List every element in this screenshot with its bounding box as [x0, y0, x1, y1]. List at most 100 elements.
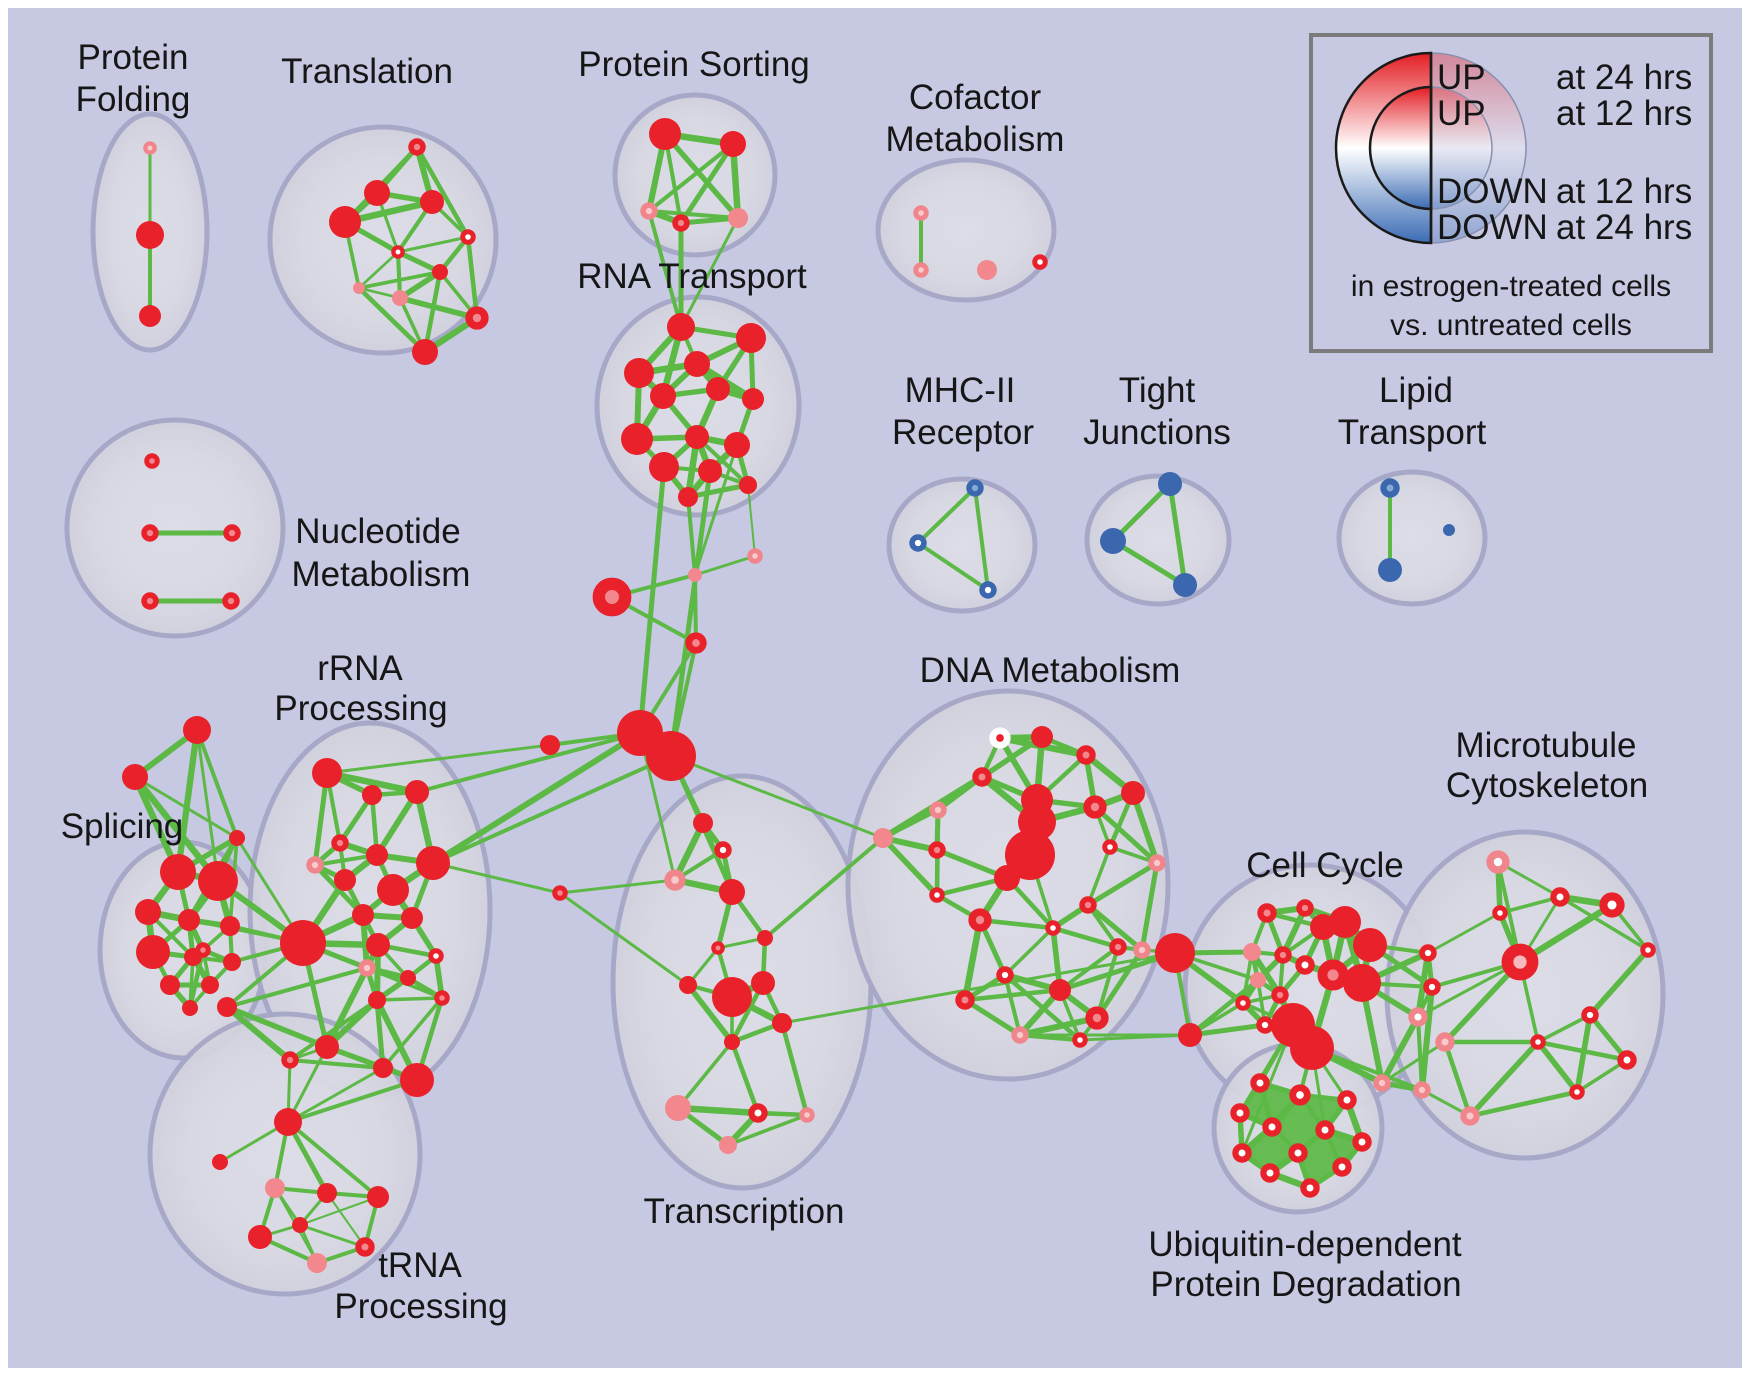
- legend-up-24-label: UP: [1437, 58, 1486, 97]
- node: [994, 865, 1020, 891]
- edge: [678, 141, 736, 226]
- cluster-label-rrna-processing: Processing: [274, 689, 447, 728]
- node: [1045, 920, 1061, 936]
- edge: [1426, 911, 1502, 955]
- node: [552, 885, 568, 901]
- node: [1260, 1163, 1280, 1183]
- edge: [780, 951, 1177, 1025]
- node: [1530, 1034, 1546, 1050]
- edge: [374, 789, 420, 858]
- edge: [298, 1223, 367, 1249]
- node: [913, 205, 929, 221]
- edge: [357, 270, 442, 290]
- node: [720, 131, 746, 157]
- edge: [131, 773, 222, 885]
- node: [1109, 938, 1127, 956]
- edge: [1094, 944, 1121, 1021]
- node: [1343, 964, 1381, 1002]
- node: [972, 767, 992, 787]
- node: [664, 869, 686, 891]
- node: [135, 899, 161, 925]
- node: [979, 581, 997, 599]
- node: [1460, 1106, 1480, 1126]
- node: [1100, 528, 1126, 554]
- node: [649, 118, 681, 150]
- cluster-label-cofactor-metabolism: Metabolism: [886, 120, 1065, 159]
- node: [465, 306, 489, 330]
- node: [136, 221, 164, 249]
- node: [685, 632, 707, 654]
- node: [139, 305, 161, 327]
- node: [358, 959, 376, 977]
- node: [217, 997, 237, 1017]
- node: [1271, 986, 1289, 1004]
- node: [412, 339, 438, 365]
- edge: [1467, 1039, 1541, 1119]
- node: [748, 1103, 768, 1123]
- node: [592, 577, 632, 617]
- node: [1599, 892, 1625, 918]
- node: [1178, 1023, 1202, 1047]
- node: [909, 534, 927, 552]
- cluster-label-lipid-transport: Transport: [1338, 413, 1487, 452]
- node: [757, 930, 773, 946]
- node: [1133, 941, 1151, 959]
- edge: [286, 1120, 380, 1199]
- edge: [1416, 960, 1522, 1019]
- cluster-label-transcription: Transcription: [644, 1192, 845, 1231]
- node: [222, 592, 240, 610]
- node: [621, 423, 653, 455]
- node: [711, 941, 725, 955]
- cluster-label-trna-processing: tRNA: [378, 1246, 462, 1285]
- node: [229, 830, 245, 846]
- edge: [224, 1004, 330, 1050]
- node: [400, 970, 416, 986]
- node: [1121, 781, 1145, 805]
- node: [685, 425, 709, 449]
- edge: [726, 1113, 809, 1147]
- node: [1492, 905, 1508, 921]
- node: [198, 861, 238, 901]
- node: [1173, 573, 1197, 597]
- node: [405, 780, 429, 804]
- node: [366, 933, 390, 957]
- node: [684, 351, 710, 377]
- legend-box: UP at 24 hrs UP at 12 hrs DOWN at 12 hrs…: [1309, 33, 1713, 353]
- edge: [286, 1066, 385, 1124]
- node: [141, 524, 159, 542]
- node: [223, 524, 241, 542]
- legend-down-12-label: DOWN: [1437, 172, 1548, 211]
- legend-up-12-label: UP: [1437, 94, 1486, 133]
- node: [966, 479, 984, 497]
- legend-caption-line2: vs. untreated cells: [1390, 309, 1632, 342]
- node: [1329, 906, 1361, 938]
- node: [739, 476, 757, 494]
- node: [977, 260, 997, 280]
- node: [377, 874, 409, 906]
- node: [1295, 955, 1315, 975]
- node: [1300, 1178, 1320, 1198]
- edge: [558, 891, 690, 987]
- node: [280, 920, 326, 966]
- edge: [356, 285, 428, 355]
- edge: [1092, 804, 1160, 866]
- edge: [962, 987, 1063, 1003]
- node: [401, 907, 423, 929]
- node: [996, 966, 1014, 984]
- node: [141, 592, 159, 610]
- edge: [1442, 1039, 1473, 1119]
- node: [1049, 979, 1071, 1001]
- edge: [1187, 1022, 1268, 1038]
- edge: [195, 728, 220, 883]
- node: [1352, 1132, 1372, 1152]
- node: [1256, 1016, 1274, 1034]
- legend-at-24-label: at 24 hrs: [1556, 58, 1693, 97]
- node: [353, 282, 365, 294]
- edge: [1535, 1039, 1630, 1063]
- node: [160, 975, 180, 995]
- node: [1076, 745, 1096, 765]
- cluster-label-cell-cycle: Cell Cycle: [1246, 846, 1404, 885]
- node: [274, 1108, 302, 1136]
- edge: [326, 1192, 366, 1248]
- cluster-label-rna-transport: RNA Transport: [577, 257, 807, 296]
